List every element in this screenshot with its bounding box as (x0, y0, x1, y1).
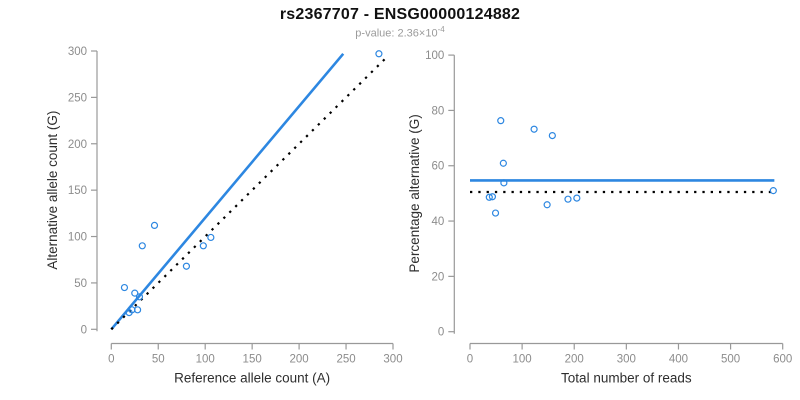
x-tick-label: 500 (721, 354, 740, 366)
y-tick-label: 100 (425, 50, 444, 62)
x-tick-label: 0 (108, 354, 114, 366)
data-point (375, 50, 383, 58)
y-tick-label: 250 (68, 92, 87, 104)
x-tick-label: 150 (243, 354, 262, 366)
x-tick-label: 300 (383, 354, 402, 366)
data-point (131, 289, 139, 297)
y-tick-label: 300 (68, 46, 87, 58)
y-tick-label: 200 (68, 139, 87, 151)
y-tick-label: 20 (432, 271, 445, 283)
plot-title: rs2367707 - ENSG00000124882 (279, 6, 521, 23)
data-point (133, 306, 142, 314)
data-point (120, 283, 129, 292)
x-tick-label: 50 (152, 354, 165, 366)
y-tick-label: 0 (81, 324, 87, 336)
y-tick-label: 40 (432, 216, 445, 228)
y-axis-title: Percentage alternative (G) (407, 114, 422, 272)
left-scatter-chart: 0 50 100 150 200 250 300 Reference allele count… (45, 46, 403, 386)
data-point (488, 193, 497, 201)
fitted-line (110, 52, 345, 331)
y-tick-label: 0 (438, 327, 444, 339)
data-point (548, 131, 556, 140)
data-point (138, 242, 146, 250)
data-point (207, 233, 215, 242)
y-tick-label: 60 (432, 161, 445, 173)
pvalue-exponent: -4 (437, 25, 445, 34)
x-tick-label: 200 (290, 354, 309, 366)
x-tick-label: 200 (565, 354, 584, 366)
x-tick-label: 0 (467, 354, 473, 366)
x-tick-label: 600 (773, 354, 792, 366)
data-point (769, 187, 777, 195)
data-point (543, 201, 551, 209)
data-point (500, 179, 508, 187)
y-tick-label: 50 (74, 278, 87, 290)
data-point (135, 293, 144, 301)
y-tick-label: 100 (68, 232, 87, 244)
data-point (491, 209, 500, 217)
data-point (485, 193, 493, 201)
x-tick-label: 100 (196, 354, 215, 366)
identity-line (110, 55, 389, 331)
data-point (573, 194, 581, 202)
data-point (499, 159, 507, 167)
y-tick-label: 150 (68, 185, 87, 197)
data-point (564, 195, 572, 203)
x-tick-label: 300 (617, 354, 636, 366)
y-axis-title: Alternative allele count (G) (45, 111, 60, 270)
data-point (199, 242, 207, 250)
plot-subtitle: p-value: 2.36×10-4 (0, 25, 800, 40)
x-tick-label: 400 (669, 354, 688, 366)
x-tick-label: 250 (336, 354, 355, 366)
x-tick-label: 100 (513, 354, 532, 366)
data-point (530, 125, 538, 133)
data-point (182, 262, 191, 270)
data-point (497, 117, 505, 125)
x-axis-title: Total number of reads (561, 371, 692, 386)
pvalue-text: p-value: 2.36×10 (355, 27, 438, 40)
x-axis-title: Reference allele count (A) (174, 371, 330, 386)
data-point (150, 221, 159, 230)
y-tick-label: 80 (432, 105, 445, 117)
